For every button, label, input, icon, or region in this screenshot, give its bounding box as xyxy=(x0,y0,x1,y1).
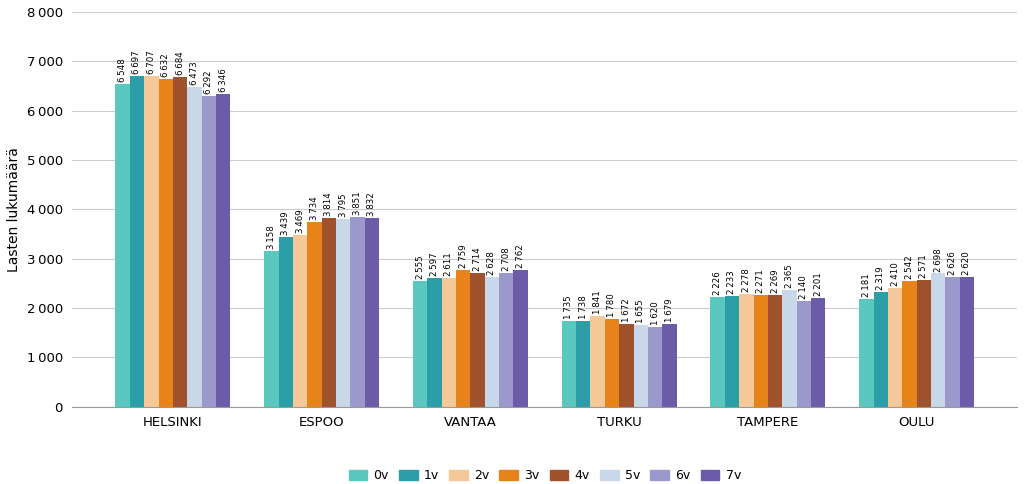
Text: 2 181: 2 181 xyxy=(862,273,870,297)
Text: 1 620: 1 620 xyxy=(650,301,659,325)
Bar xyxy=(216,93,230,407)
Text: 2 762: 2 762 xyxy=(516,244,525,268)
Text: 2 140: 2 140 xyxy=(800,275,808,299)
Bar xyxy=(873,292,888,407)
Text: 2 410: 2 410 xyxy=(891,262,900,286)
Bar xyxy=(413,281,427,407)
Text: 2 271: 2 271 xyxy=(756,269,765,292)
Bar xyxy=(293,235,307,407)
Bar xyxy=(322,218,336,407)
Bar xyxy=(484,277,499,407)
Bar xyxy=(859,299,873,407)
Text: 6 473: 6 473 xyxy=(189,61,199,85)
Bar xyxy=(159,79,173,407)
Bar xyxy=(663,324,677,407)
Bar xyxy=(634,325,648,407)
Bar xyxy=(336,219,350,407)
Bar xyxy=(945,277,959,407)
Text: 2 201: 2 201 xyxy=(814,272,822,296)
Text: 1 738: 1 738 xyxy=(579,295,588,319)
Text: 2 571: 2 571 xyxy=(920,254,929,278)
Bar xyxy=(620,324,634,407)
Bar xyxy=(350,217,365,407)
Text: 2 708: 2 708 xyxy=(502,247,511,271)
Bar xyxy=(279,237,293,407)
Text: 2 542: 2 542 xyxy=(905,256,914,279)
Bar xyxy=(782,290,797,407)
Bar xyxy=(591,316,605,407)
Text: 2 628: 2 628 xyxy=(487,251,497,275)
Bar xyxy=(648,327,663,407)
Bar xyxy=(768,295,782,407)
Text: 2 698: 2 698 xyxy=(934,248,943,272)
Text: 2 226: 2 226 xyxy=(713,271,722,295)
Y-axis label: Lasten lukumäärä: Lasten lukumäärä xyxy=(7,147,20,272)
Bar xyxy=(365,217,379,407)
Text: 3 851: 3 851 xyxy=(353,191,362,214)
Bar xyxy=(711,297,725,407)
Text: 2 714: 2 714 xyxy=(473,247,482,271)
Text: 6 346: 6 346 xyxy=(219,68,227,91)
Text: 2 597: 2 597 xyxy=(430,253,439,276)
Bar xyxy=(605,319,620,407)
Text: 2 620: 2 620 xyxy=(963,252,972,275)
Text: 2 626: 2 626 xyxy=(948,251,957,275)
Text: 1 841: 1 841 xyxy=(593,290,602,314)
Text: 3 832: 3 832 xyxy=(368,192,377,215)
Bar xyxy=(187,87,202,407)
Text: 1 780: 1 780 xyxy=(607,293,616,317)
Bar xyxy=(144,76,159,407)
Bar xyxy=(725,296,739,407)
Text: 3 158: 3 158 xyxy=(267,225,275,249)
Text: 2 269: 2 269 xyxy=(771,269,779,293)
Text: 6 684: 6 684 xyxy=(175,51,184,75)
Text: 3 439: 3 439 xyxy=(282,212,290,235)
Text: 2 611: 2 611 xyxy=(444,252,454,276)
Bar xyxy=(959,277,974,407)
Bar xyxy=(797,301,811,407)
Bar xyxy=(811,298,825,407)
Bar xyxy=(513,271,527,407)
Text: 1 672: 1 672 xyxy=(622,298,631,322)
Text: 2 365: 2 365 xyxy=(785,264,794,288)
Bar xyxy=(202,96,216,407)
Text: 3 795: 3 795 xyxy=(339,194,348,217)
Text: 1 679: 1 679 xyxy=(665,298,674,322)
Text: 1 735: 1 735 xyxy=(564,295,573,319)
Bar xyxy=(441,278,456,407)
Text: 6 292: 6 292 xyxy=(205,71,213,94)
Bar xyxy=(307,222,322,407)
Bar xyxy=(562,321,577,407)
Bar xyxy=(264,251,279,407)
Text: 6 632: 6 632 xyxy=(161,54,170,77)
Bar xyxy=(739,294,754,407)
Text: 3 734: 3 734 xyxy=(310,197,318,220)
Text: 2 759: 2 759 xyxy=(459,245,468,269)
Bar xyxy=(888,287,902,407)
Bar xyxy=(173,77,187,407)
Bar xyxy=(130,76,144,407)
Bar xyxy=(577,321,591,407)
Text: 3 814: 3 814 xyxy=(325,193,334,216)
Bar xyxy=(902,281,916,407)
Bar xyxy=(916,280,931,407)
Bar xyxy=(116,84,130,407)
Text: 3 469: 3 469 xyxy=(296,210,304,233)
Text: 2 278: 2 278 xyxy=(741,269,751,292)
Text: 1 655: 1 655 xyxy=(636,299,645,323)
Bar xyxy=(754,295,768,407)
Text: 6 707: 6 707 xyxy=(146,50,156,74)
Bar xyxy=(456,271,470,407)
Text: 2 319: 2 319 xyxy=(877,267,885,290)
Bar xyxy=(499,273,513,407)
Legend: 0v, 1v, 2v, 3v, 4v, 5v, 6v, 7v: 0v, 1v, 2v, 3v, 4v, 5v, 6v, 7v xyxy=(344,464,745,484)
Bar xyxy=(470,272,484,407)
Bar xyxy=(427,278,441,407)
Text: 6 548: 6 548 xyxy=(118,58,127,82)
Text: 2 555: 2 555 xyxy=(416,255,425,279)
Text: 2 233: 2 233 xyxy=(727,271,736,294)
Text: 6 697: 6 697 xyxy=(132,51,141,74)
Bar xyxy=(931,273,945,407)
